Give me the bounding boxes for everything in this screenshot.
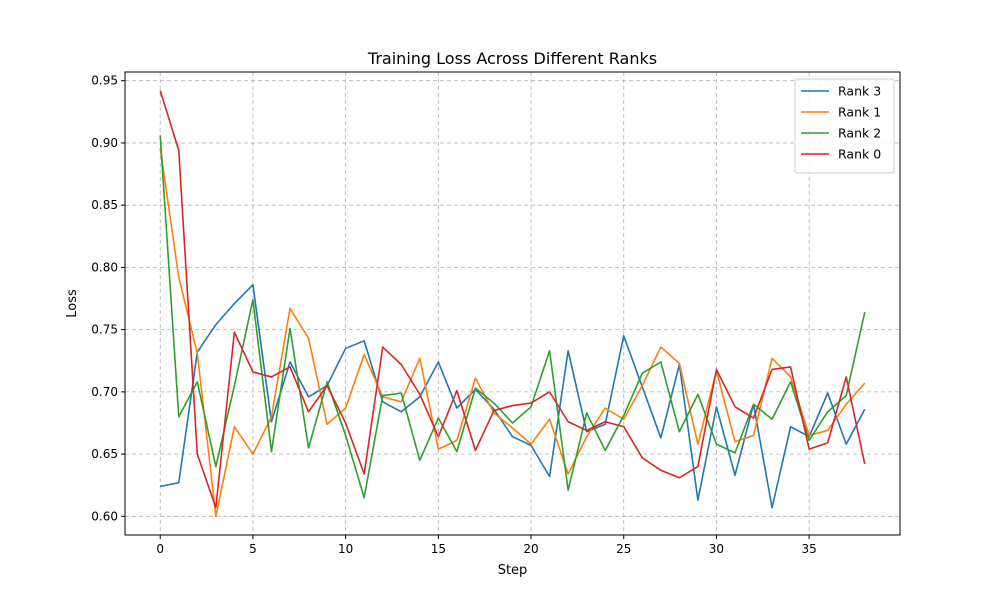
series-line-rank-1 [159, 147, 866, 518]
series-lines [159, 90, 866, 518]
series-line-rank-0 [159, 90, 866, 509]
x-tick-label: 20 [523, 542, 538, 556]
legend-label-rank-0: Rank 0 [838, 147, 881, 162]
y-tick-label: 0.60 [91, 509, 118, 523]
x-tick-label: 25 [616, 542, 631, 556]
legend-box [794, 78, 895, 174]
x-tick-label: 15 [431, 542, 446, 556]
legend-label-rank-3: Rank 3 [838, 84, 881, 99]
y-axis-label: Loss [65, 289, 80, 318]
x-tick-label: 0 [156, 542, 164, 556]
y-tick-label: 0.75 [91, 323, 118, 337]
plot-frame [124, 71, 901, 536]
y-tick-label: 0.85 [91, 198, 118, 212]
series-line-rank-2 [159, 135, 866, 499]
x-axis: 0 5 10 15 20 25 30 35 [156, 535, 817, 556]
legend-label-rank-1: Rank 1 [838, 105, 881, 120]
x-tick-label: 10 [338, 542, 353, 556]
x-axis-label: Step [498, 563, 528, 578]
y-tick-label: 0.90 [91, 136, 118, 150]
x-tick-label: 5 [249, 542, 257, 556]
legend: Rank 3 Rank 1 Rank 2 Rank 0 [794, 78, 895, 174]
x-tick-label: 30 [709, 542, 724, 556]
legend-label-rank-2: Rank 2 [838, 126, 881, 141]
x-tick-label: 35 [802, 542, 817, 556]
y-axis: 0.60 0.65 0.70 0.75 0.80 0.85 0.90 0.95 [91, 74, 125, 523]
series-line-rank-3 [160, 284, 866, 509]
y-tick-label: 0.70 [91, 385, 118, 399]
y-tick-label: 0.80 [91, 260, 118, 274]
chart-title: Training Loss Across Different Ranks [367, 49, 657, 68]
y-tick-label: 0.95 [91, 74, 118, 88]
y-tick-label: 0.65 [91, 447, 118, 461]
